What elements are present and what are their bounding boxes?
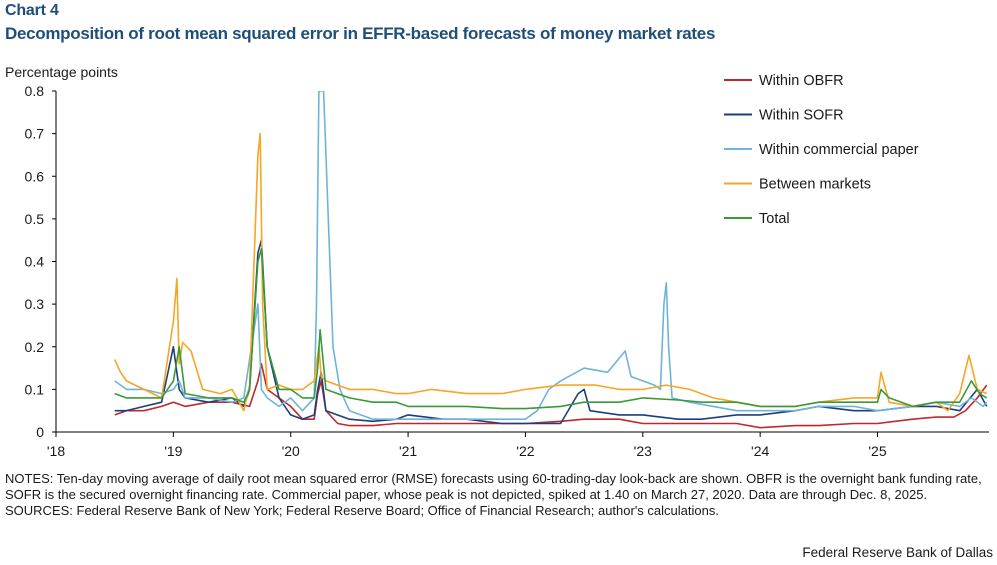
y-tick-label: 0 (36, 424, 44, 440)
y-tick-label: 0.2 (25, 339, 45, 355)
x-tick-label: '23 (634, 443, 652, 459)
y-tick-label: 0.7 (25, 126, 45, 142)
y-tick-label: 0.6 (25, 168, 45, 184)
axes: 0 0.1 0.2 0.3 0.4 0.5 0.6 0.7 0.8 '18 '19 '20 '21 '22… (5, 64, 989, 459)
series-line-total (114, 247, 988, 410)
y-tick-label: 0.5 (25, 211, 45, 227)
series-line-within-obfr (114, 362, 988, 429)
line-chart: 0 0.1 0.2 0.3 0.4 0.5 0.6 0.7 0.8 '18 '19 '20 '21 '22… (5, 64, 989, 459)
x-tick-label: '21 (399, 443, 417, 459)
series-line-within-commercial-paper (114, 91, 988, 421)
legend-label-within-commercial-paper: Within commercial paper (759, 142, 919, 158)
chart-label: Chart 4 (5, 2, 59, 19)
legend-label-total: Total (759, 211, 790, 227)
legend: Within OBFR Within SOFR Within commercial … (724, 73, 919, 227)
x-tick-label: '22 (516, 443, 534, 459)
series-line-within-sofr (114, 239, 988, 425)
plot-lines (113, 91, 988, 429)
legend-label-within-obfr: Within OBFR (759, 73, 844, 89)
legend-label-within-sofr: Within SOFR (759, 108, 844, 124)
x-tick-label: '19 (164, 443, 182, 459)
sources-text: SOURCES: Federal Reserve Bank of New Yor… (5, 503, 719, 518)
y-tick-label: 0.3 (25, 296, 45, 312)
notes-text: NOTES: Ten-day moving average of daily r… (5, 471, 982, 502)
legend-label-between-markets: Between markets (759, 177, 871, 193)
y-tick-label: 0.8 (25, 83, 45, 99)
y-tick-label: 0.1 (25, 381, 45, 397)
chart-title: Decomposition of root mean squared error… (5, 24, 716, 43)
y-axis-title: Percentage points (5, 64, 118, 80)
notes: NOTES: Ten-day moving average of daily r… (5, 471, 993, 519)
credit: Federal Reserve Bank of Dallas (802, 545, 993, 560)
y-tick-label: 0.4 (25, 254, 45, 270)
series-line-between-markets (113, 132, 988, 412)
x-tick-label: '18 (47, 443, 65, 459)
x-tick-label: '20 (282, 443, 300, 459)
x-tick-label: '24 (751, 443, 769, 459)
x-tick-label: '25 (868, 443, 886, 459)
